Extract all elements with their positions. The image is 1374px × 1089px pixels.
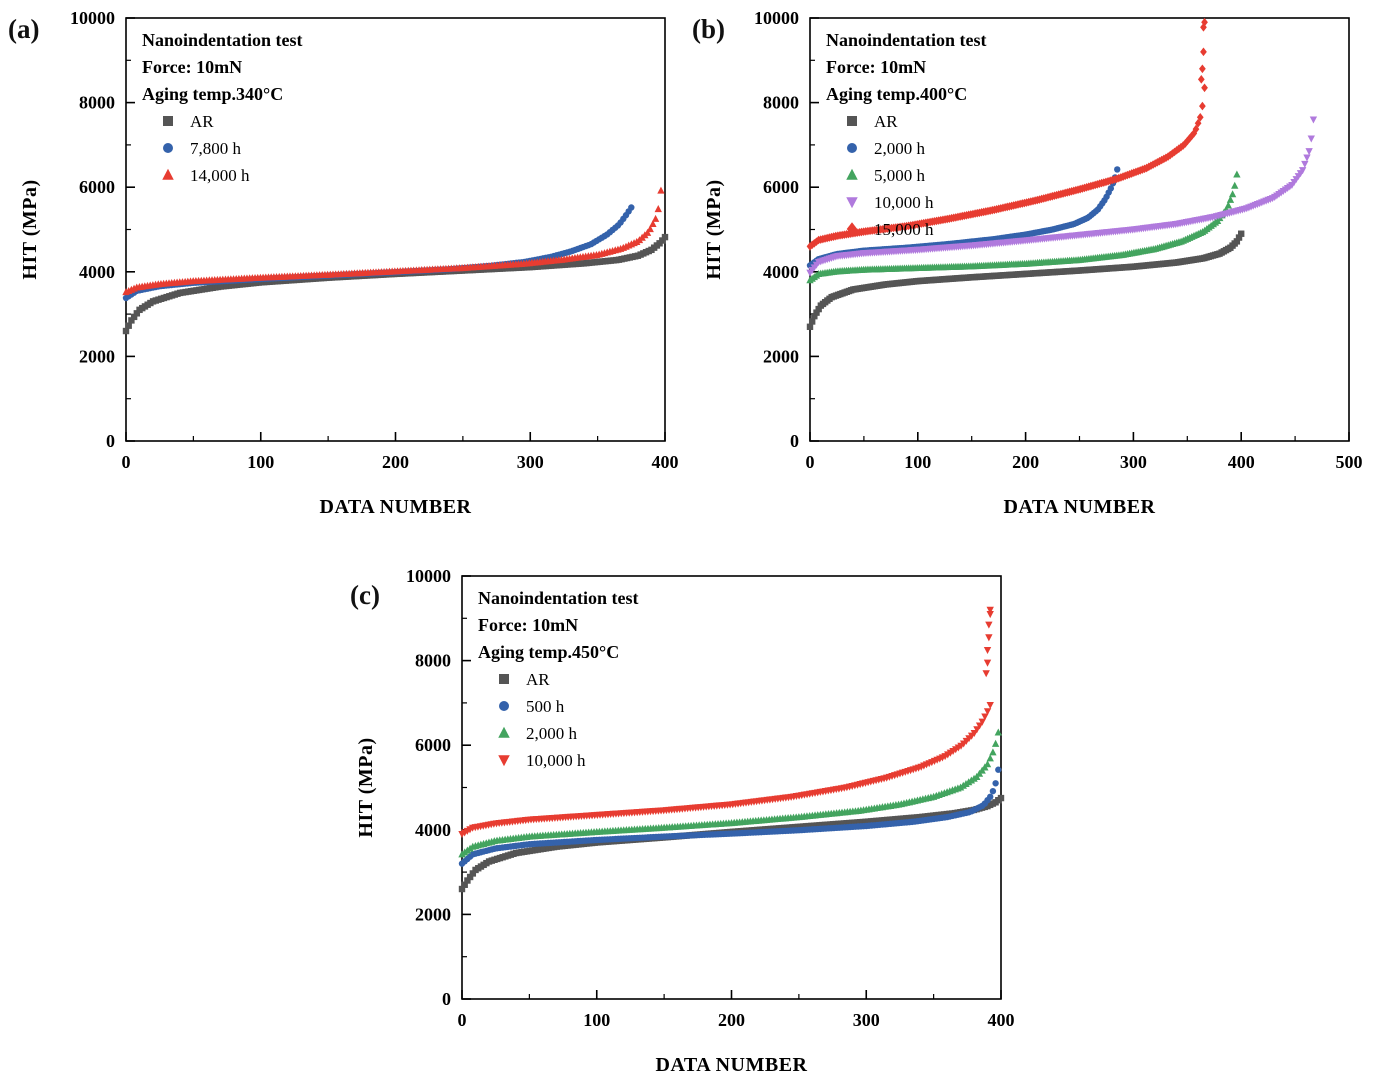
svg-text:Aging temp.450°C: Aging temp.450°C (478, 642, 619, 662)
svg-text:300: 300 (1120, 452, 1147, 472)
svg-text:4000: 4000 (415, 820, 451, 840)
svg-text:Nanoindentation test: Nanoindentation test (826, 30, 987, 50)
svg-text:0: 0 (442, 989, 451, 1009)
svg-text:200: 200 (382, 452, 409, 472)
svg-text:Nanoindentation test: Nanoindentation test (142, 30, 303, 50)
svg-text:2,000 h: 2,000 h (874, 139, 926, 158)
svg-text:DATA NUMBER: DATA NUMBER (656, 1054, 808, 1076)
svg-text:400: 400 (988, 1010, 1015, 1030)
svg-text:8000: 8000 (763, 93, 799, 113)
svg-text:AR: AR (874, 112, 898, 131)
svg-text:HIT (MPa): HIT (MPa) (703, 179, 725, 279)
svg-text:2000: 2000 (415, 904, 451, 924)
svg-text:HIT (MPa): HIT (MPa) (355, 737, 377, 837)
chart-a-canvas: 0 100 200 300 4000200040006000800010000DATA … (19, 8, 679, 518)
svg-text:6000: 6000 (763, 177, 799, 197)
svg-text:15,000 h: 15,000 h (874, 220, 934, 239)
panel-label-c: (c) (350, 580, 380, 610)
svg-text:0: 0 (806, 452, 815, 472)
panel-label-a: (a) (8, 14, 40, 44)
svg-text:Force: 10mN: Force: 10mN (142, 57, 242, 77)
svg-text:500 h: 500 h (526, 697, 565, 716)
svg-text:Nanoindentation test: Nanoindentation test (478, 588, 639, 608)
svg-text:2000: 2000 (79, 346, 115, 366)
svg-text:10000: 10000 (406, 566, 451, 586)
chart-b-canvas: 0 100 200 300 400 500 0 2000 4000 6000 8000 10000 DA… (703, 8, 1363, 518)
svg-text:200: 200 (718, 1010, 745, 1030)
svg-text:10,000 h: 10,000 h (874, 193, 934, 212)
svg-text:8000: 8000 (79, 93, 115, 113)
chart-panel-b: (b) 0 100 200 300 400 500 0 2000 4000 6000 8000 100… (690, 4, 1365, 529)
svg-text:500: 500 (1336, 452, 1363, 472)
svg-text:10000: 10000 (754, 8, 799, 28)
svg-text:AR: AR (526, 670, 550, 689)
svg-text:300: 300 (853, 1010, 880, 1030)
svg-text:Force: 10mN: Force: 10mN (826, 57, 926, 77)
svg-text:14,000 h: 14,000 h (190, 166, 250, 185)
svg-text:4000: 4000 (763, 262, 799, 282)
svg-text:0: 0 (106, 431, 115, 451)
svg-text:6000: 6000 (415, 735, 451, 755)
svg-text:100: 100 (247, 452, 274, 472)
svg-text:200: 200 (1012, 452, 1039, 472)
svg-text:7,800 h: 7,800 h (190, 139, 242, 158)
svg-text:2000: 2000 (763, 346, 799, 366)
svg-text:400: 400 (1228, 452, 1255, 472)
svg-text:Force: 10mN: Force: 10mN (478, 615, 578, 635)
svg-text:400: 400 (652, 452, 679, 472)
svg-text:Aging temp.340°C: Aging temp.340°C (142, 84, 283, 104)
svg-text:Aging temp.400°C: Aging temp.400°C (826, 84, 967, 104)
svg-text:0: 0 (458, 1010, 467, 1030)
chart-c-canvas: 0 100 200 300 4000200040006000800010000DATA … (355, 566, 1015, 1076)
svg-text:10,000 h: 10,000 h (526, 751, 586, 770)
panel-label-b: (b) (692, 14, 725, 44)
chart-panel-a: (a) 0 100 200 300 400 0 2000 4000 6000 8000 10000 D… (6, 4, 681, 529)
svg-text:100: 100 (583, 1010, 610, 1030)
svg-text:10000: 10000 (70, 8, 115, 28)
svg-text:8000: 8000 (415, 651, 451, 671)
svg-text:DATA NUMBER: DATA NUMBER (1004, 496, 1156, 518)
svg-text:2,000 h: 2,000 h (526, 724, 578, 743)
svg-text:300: 300 (517, 452, 544, 472)
svg-text:6000: 6000 (79, 177, 115, 197)
svg-text:0: 0 (122, 452, 131, 472)
svg-text:AR: AR (190, 112, 214, 131)
svg-text:0: 0 (790, 431, 799, 451)
svg-text:4000: 4000 (79, 262, 115, 282)
svg-text:5,000 h: 5,000 h (874, 166, 926, 185)
svg-text:100: 100 (904, 452, 931, 472)
svg-text:HIT (MPa): HIT (MPa) (19, 179, 41, 279)
chart-panel-c: (c) 0 100 200 300 400 0 2000 4000 6000 8000 10000 D… (342, 562, 1017, 1087)
svg-text:DATA NUMBER: DATA NUMBER (320, 496, 472, 518)
